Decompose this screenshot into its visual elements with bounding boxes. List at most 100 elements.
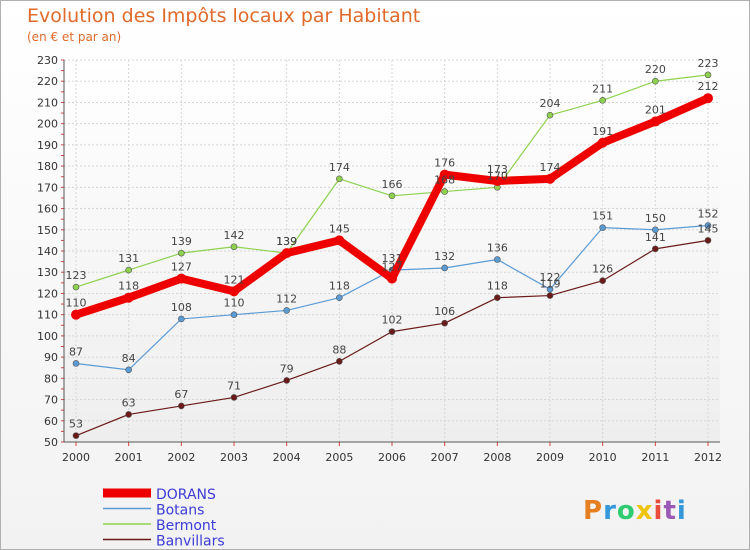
data-point [599, 97, 606, 104]
x-tick-label: 2004 [273, 451, 301, 464]
data-point [494, 294, 501, 301]
data-label: 212 [698, 80, 719, 93]
data-point [546, 285, 554, 293]
axes: 50 60 70 80 90 100 110 120 130 140 150 160 170 180 190… [37, 54, 722, 464]
y-tick-label: 140 [37, 245, 58, 258]
data-label: 201 [645, 104, 666, 117]
data-label: 141 [645, 231, 666, 244]
data-point [230, 394, 238, 401]
y-tick-label: 200 [37, 118, 58, 131]
data-point [546, 292, 554, 299]
chart-title: Evolution des Impôts locaux par Habitant [27, 5, 421, 27]
data-point [230, 311, 238, 318]
data-label: 170 [487, 169, 508, 182]
data-label: 110 [66, 297, 87, 310]
y-tick-label: 70 [44, 394, 58, 407]
data-label: 84 [122, 352, 136, 365]
data-label: 108 [171, 301, 192, 314]
data-point [388, 192, 396, 200]
logo-letter: i [654, 496, 664, 526]
data-point [545, 173, 555, 184]
y-tick-label: 150 [37, 224, 58, 237]
y-tick-label: 60 [44, 415, 58, 428]
x-tick-label: 2007 [431, 451, 459, 464]
legend-label: Bermont [156, 518, 217, 534]
data-label: 127 [171, 261, 192, 274]
data-labels: 53 63 67 71 79 88 102 106 118 119 126 141 145 87 84 108… [66, 57, 719, 431]
data-point [441, 264, 448, 272]
data-point [704, 222, 712, 229]
data-label: 136 [487, 241, 508, 254]
data-label: 168 [434, 174, 455, 187]
data-point [176, 273, 187, 284]
data-point [230, 243, 238, 251]
data-point [704, 71, 712, 79]
grid-lines [64, 59, 720, 443]
proxiti-logo: Proxiti [583, 496, 687, 526]
data-point [123, 292, 134, 303]
data-label: 67 [174, 388, 188, 401]
data-label: 102 [382, 314, 403, 327]
data-label: 87 [69, 345, 83, 358]
y-tick-label: 90 [44, 351, 58, 364]
data-label: 106 [434, 305, 455, 318]
data-label: 174 [540, 161, 561, 174]
data-point [441, 188, 448, 195]
data-point [283, 307, 290, 314]
data-point [178, 402, 185, 410]
data-point [336, 358, 343, 365]
y-tick-label: 190 [37, 139, 58, 152]
series-layer [71, 71, 713, 439]
data-label: 211 [592, 82, 613, 95]
data-label: 118 [487, 280, 508, 293]
data-label: 176 [434, 157, 455, 170]
logo-letter: r [603, 496, 617, 526]
x-tick-label: 2010 [589, 451, 617, 464]
data-label: 142 [224, 229, 245, 242]
x-tick-label: 2003 [220, 451, 248, 464]
data-label: 112 [276, 292, 297, 305]
y-tick-label: 170 [37, 181, 58, 194]
logo-letter: P [583, 496, 603, 526]
x-tick-label: 2011 [641, 451, 669, 464]
logo-letter: i [677, 496, 687, 526]
x-tick-label: 2006 [378, 451, 406, 464]
data-label: 118 [329, 280, 350, 293]
data-label: 118 [118, 280, 139, 293]
data-label: 152 [698, 208, 719, 221]
data-label: 126 [592, 263, 613, 276]
data-label: 131 [118, 252, 139, 265]
data-point [597, 137, 608, 148]
data-label: 121 [224, 273, 245, 286]
data-label: 123 [66, 269, 87, 282]
data-point [71, 309, 81, 320]
data-label: 63 [122, 396, 136, 409]
y-tick-label: 50 [44, 436, 58, 449]
data-point [125, 411, 132, 418]
data-label: 122 [540, 271, 561, 284]
data-label: 119 [540, 278, 561, 291]
data-label: 131 [382, 252, 403, 265]
legend-label: Banvillars [156, 534, 225, 550]
data-point [72, 432, 80, 439]
x-tick-label: 2005 [325, 451, 353, 464]
data-label: 150 [645, 212, 666, 225]
data-label: 151 [592, 210, 613, 223]
data-point [72, 360, 80, 367]
data-point [599, 277, 606, 285]
y-tick-label: 210 [37, 96, 58, 109]
data-label: 166 [382, 178, 403, 191]
data-point [703, 93, 713, 104]
x-tick-label: 2001 [115, 451, 143, 464]
data-label: 79 [280, 362, 294, 375]
data-point [178, 249, 185, 257]
data-point [652, 245, 659, 253]
legend-label: Botans [156, 503, 204, 519]
y-tick-label: 220 [37, 75, 58, 88]
y-tick-label: 110 [37, 309, 58, 322]
data-point [388, 328, 396, 335]
x-tick-label: 2008 [483, 451, 511, 464]
y-tick-label: 230 [37, 54, 58, 67]
